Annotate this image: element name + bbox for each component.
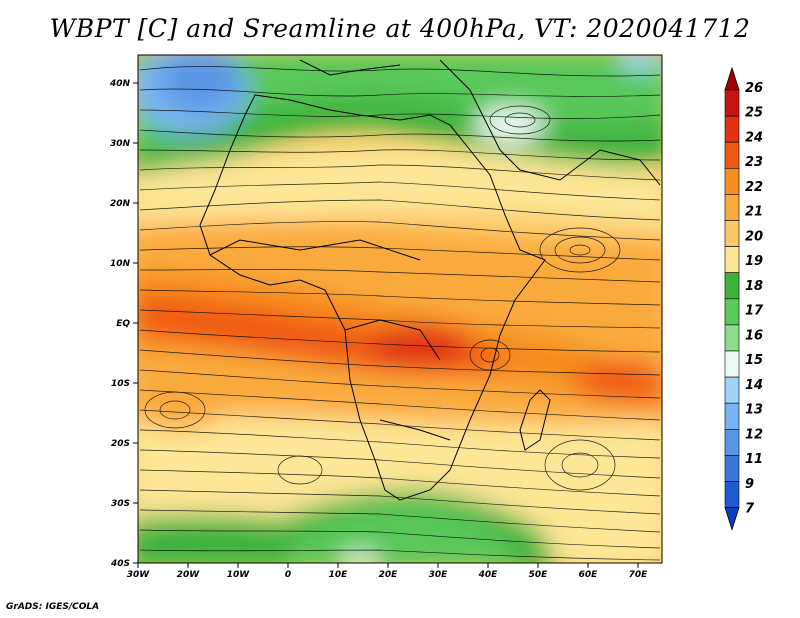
colorbar-label: 9 [745,477,754,492]
colorbar-swatch [724,89,740,117]
lon-tick-label: 0 [285,570,291,580]
wbpt-shading [138,55,662,563]
lat-axis: 40N 30N 20N 10N EQ 10S 20S 30S 40S [109,79,138,569]
colorbar-swatch [724,298,740,326]
lon-tick-label: 20W [177,570,201,580]
lat-tick-label: 40S [110,559,130,569]
colorbar-label: 25 [745,106,763,121]
lon-tick-label: 30W [127,570,151,580]
grads-credit: GrADS: IGES/COLA [6,602,100,612]
colorbar-swatch [724,272,740,300]
lat-tick-label: 30S [111,499,130,509]
colorbar-label: 16 [745,328,763,343]
colorbar-bottom-arrow [724,507,740,531]
colorbar-swatch [724,324,740,352]
colorbar-swatch [724,168,740,195]
lon-tick-label: 10W [227,570,251,580]
colorbar-label: 17 [745,304,764,319]
streamlines [139,66,661,561]
lat-tick-label: 40N [109,79,131,89]
coastlines [199,59,661,501]
lon-axis: 30W 20W 10W 0 10E 20E 30E 40E 50E 60E 70… [127,563,648,580]
colorbar-swatch [724,376,740,404]
lat-tick-label: 20S [111,439,130,449]
colorbar-label: 7 [745,502,755,517]
colorbar-swatch [724,350,740,378]
colorbar-swatch [724,194,740,221]
colorbar-label: 15 [745,353,763,368]
colorbar-swatch [724,455,740,482]
colorbar-swatch [724,428,740,456]
lon-tick-label: 30E [429,570,449,580]
colorbar-label: 14 [745,378,763,393]
colorbar-swatch [724,246,740,274]
colorbar-label: 21 [745,205,763,220]
colorbar-label: 11 [745,452,763,467]
colorbar-label: 13 [745,403,763,418]
colorbar-swatch [724,402,740,430]
lon-tick-label: 20E [379,570,399,580]
map-title: WBPT [C] and Sreamline at 400hPa, VT: 20… [49,14,751,43]
colorbar-label: 22 [745,180,763,195]
lon-tick-label: 40E [478,570,499,580]
lat-tick-label: 30N [110,139,131,149]
lon-tick-label: 60E [579,570,599,580]
colorbar-label: 18 [745,279,763,294]
colorbar-label: 26 [745,81,763,96]
lon-tick-label: 50E [529,570,549,580]
lon-tick-label: 70E [629,570,649,580]
plot-frame [137,54,663,564]
lat-tick-label: EQ [116,319,130,329]
lat-tick-label: 10N [110,259,131,269]
colorbar-swatch [724,481,740,508]
colorbar-label: 19 [745,254,763,269]
colorbar-swatch [724,220,740,247]
lat-tick-label: 20N [110,199,131,209]
lat-tick-label: 10S [111,379,130,389]
colorbar: 26 25 24 23 22 21 20 19 18 17 16 15 14 13 12 11 9 7 [724,66,764,531]
colorbar-swatch [724,115,740,143]
lon-tick-label: 10E [329,570,349,580]
colorbar-label: 23 [745,155,763,170]
colorbar-label: 24 [745,131,763,146]
colorbar-swatch [724,141,740,169]
colorbar-top-arrow [724,66,740,91]
colorbar-label: 12 [745,427,763,442]
colorbar-label: 20 [745,229,763,244]
